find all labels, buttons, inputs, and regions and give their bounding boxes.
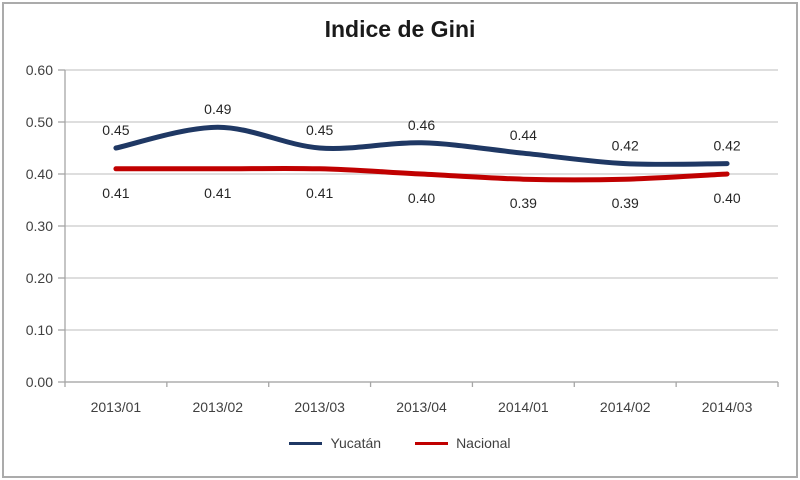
y-tick-label: 0.10 — [26, 322, 53, 338]
y-tick-label: 0.20 — [26, 270, 53, 286]
legend-item-yucatan: Yucatán — [289, 435, 381, 451]
y-tick-label: 0.60 — [26, 62, 53, 78]
yucatan-line-swatch — [289, 441, 323, 445]
data-label-yucatan: 0.45 — [306, 122, 333, 138]
y-tick-label: 0.30 — [26, 218, 53, 234]
data-label-yucatan: 0.42 — [713, 138, 740, 154]
data-label-nacional: 0.41 — [102, 185, 129, 201]
legend: Yucatán Nacional — [0, 433, 800, 453]
x-tick-label: 2013/02 — [192, 399, 243, 415]
x-tick-label: 2014/02 — [600, 399, 651, 415]
x-tick-label: 2013/01 — [91, 399, 142, 415]
data-label-nacional: 0.40 — [408, 190, 435, 206]
legend-label-yucatan: Yucatán — [330, 435, 382, 451]
legend-item-nacional: Nacional — [415, 435, 511, 451]
series-line-nacional — [113, 165, 730, 183]
y-tick-label: 0.50 — [26, 114, 53, 130]
chart-title: Indice de Gini — [324, 16, 476, 42]
series-line-yucatan — [113, 124, 730, 167]
legend-label-nacional: Nacional — [456, 435, 511, 451]
data-label-nacional: 0.39 — [510, 195, 537, 211]
data-label-yucatan: 0.44 — [510, 127, 537, 143]
data-label-yucatan: 0.45 — [102, 122, 129, 138]
data-label-yucatan: 0.42 — [612, 138, 639, 154]
data-label-yucatan: 0.46 — [408, 117, 435, 133]
y-tick-label: 0.40 — [26, 166, 53, 182]
data-label-nacional: 0.41 — [306, 185, 333, 201]
nacional-line-swatch — [415, 441, 449, 445]
data-label-yucatan: 0.49 — [204, 101, 231, 117]
x-tick-label: 2013/04 — [396, 399, 447, 415]
y-tick-label: 0.00 — [26, 374, 53, 390]
x-tick-label: 2014/01 — [498, 399, 549, 415]
x-tick-label: 2014/03 — [702, 399, 753, 415]
x-tick-label: 2013/03 — [294, 399, 345, 415]
data-label-nacional: 0.39 — [612, 195, 639, 211]
data-label-nacional: 0.41 — [204, 185, 231, 201]
data-label-nacional: 0.40 — [713, 190, 740, 206]
